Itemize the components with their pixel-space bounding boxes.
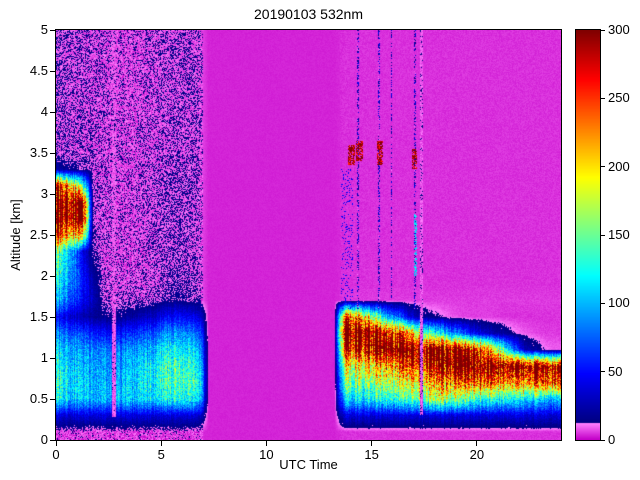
y-tick-label: 2: [40, 268, 48, 283]
colorbar-tick-mark: [601, 302, 605, 304]
y-tick-mark: [50, 70, 55, 72]
chart-title: 20190103 532nm: [254, 6, 363, 22]
x-tick-mark: [371, 441, 373, 446]
x-tick-mark: [160, 441, 162, 446]
x-tick-label: 10: [259, 447, 274, 462]
y-tick-mark: [50, 439, 55, 441]
y-tick-label: 3: [40, 186, 48, 201]
colorbar-canvas: [576, 30, 600, 440]
x-tick-label: 20: [469, 447, 485, 462]
colorbar-tick-label: 250: [608, 90, 630, 106]
y-tick-mark: [50, 398, 55, 400]
colorbar-tick-label: 300: [608, 22, 630, 37]
colorbar-tick-label: 150: [608, 227, 630, 242]
colorbar-tick-mark: [601, 29, 605, 31]
colorbar-tick-mark: [601, 439, 605, 441]
y-tick-mark: [50, 275, 55, 277]
y-tick-label: 2.5: [29, 227, 48, 242]
y-tick-label: 1: [40, 350, 48, 365]
colorbar-tick-label: 50: [608, 363, 623, 379]
y-tick-mark: [50, 152, 55, 154]
colorbar-tick-mark: [601, 166, 605, 168]
x-axis-label: UTC Time: [279, 457, 338, 472]
y-tick-mark: [50, 234, 55, 236]
y-tick-label: 3.5: [29, 145, 48, 160]
colorbar-tick-mark: [601, 234, 605, 236]
colorbar-frame: [575, 29, 601, 441]
colorbar-tick-label: 0: [608, 432, 616, 447]
x-tick-mark: [476, 441, 478, 446]
colorbar-tick-label: 100: [608, 295, 630, 311]
x-tick-label: 15: [364, 447, 379, 462]
x-tick-mark: [265, 441, 267, 446]
y-tick-label: 0: [40, 432, 48, 447]
y-tick-mark: [50, 193, 55, 195]
colorbar-tick-mark: [601, 97, 605, 99]
y-tick-mark: [50, 316, 55, 318]
y-tick-mark: [50, 357, 55, 359]
y-tick-label: 1.5: [29, 309, 48, 324]
x-tick-label: 5: [157, 447, 165, 462]
plot-frame: [55, 29, 562, 441]
y-tick-label: 4: [40, 104, 48, 119]
x-tick-mark: [55, 441, 57, 446]
y-tick-label: 5: [40, 22, 48, 37]
y-tick-label: 0.5: [29, 391, 48, 406]
y-tick-mark: [50, 29, 55, 31]
colorbar-tick-mark: [601, 371, 605, 373]
x-tick-label: 0: [52, 447, 60, 462]
colorbar-tick-label: 200: [608, 158, 630, 174]
y-tick-label: 4.5: [29, 63, 48, 78]
heatmap-canvas: [56, 30, 561, 440]
y-tick-mark: [50, 111, 55, 113]
